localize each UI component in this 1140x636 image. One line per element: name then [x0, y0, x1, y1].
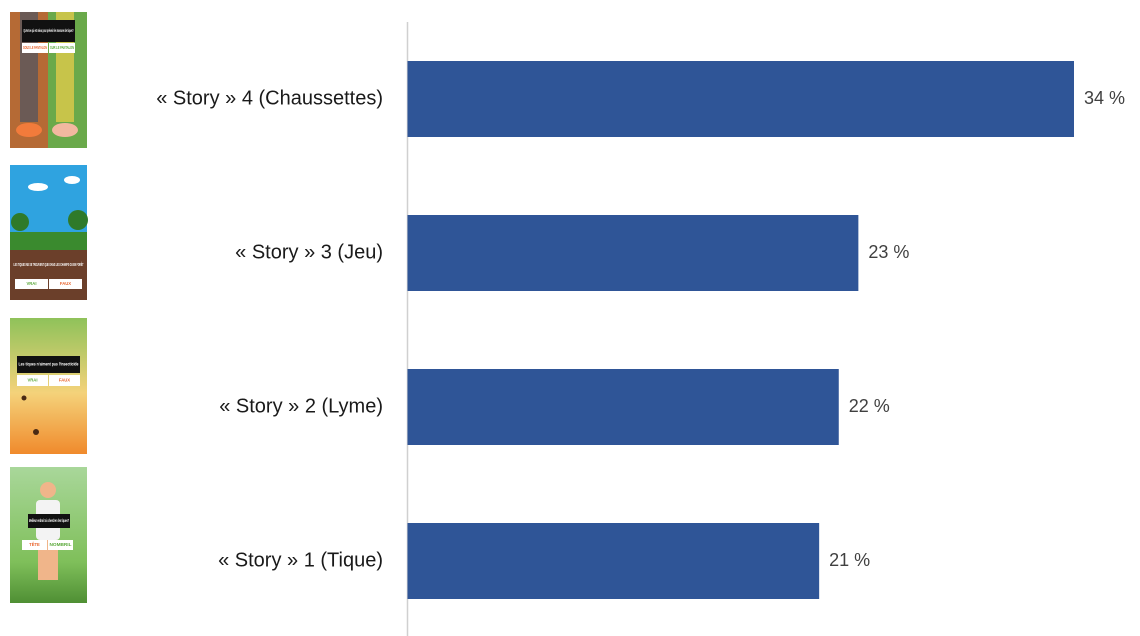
thumbnail: Meilleur endroit où chercher des tiques?…: [10, 467, 87, 603]
thumbnail: Les tiques n'aiment pas l'insecticide VR…: [10, 318, 87, 454]
bar: [407, 61, 1074, 137]
thumbnail-option: TÊTE: [29, 542, 40, 547]
value-label: 22 %: [849, 396, 890, 416]
thumbnail-option: SOUS LE PANTALON: [23, 45, 47, 50]
thumbnail-question: Qu'est-ce qui est mieux pour prévenir le…: [24, 28, 74, 33]
category-label: « Story » 4 (Chaussettes): [156, 87, 383, 109]
value-label: 23 %: [868, 242, 909, 262]
thumbnail-option: VRAI: [26, 281, 36, 286]
thumbnail-option: FAUX: [60, 281, 71, 286]
value-label: 21 %: [829, 550, 870, 570]
bar: [407, 523, 820, 599]
value-label: 34 %: [1084, 88, 1125, 108]
thumbnail-question: Les tiques n'aiment pas l'insecticide: [19, 362, 79, 367]
thumbnail-option: FAUX: [59, 378, 70, 383]
thumbnail-option: VRAI: [27, 378, 37, 383]
thumbnail: Qu'est-ce qui est mieux pour prévenir le…: [10, 12, 87, 148]
thumbnail-option: NOMBRIL: [50, 542, 72, 547]
category-label: « Story » 2 (Lyme): [219, 395, 383, 417]
thumbnail-question: LES TIQUES NE SE TROUVENT QUE DANS LES C…: [14, 260, 84, 267]
category-label: « Story » 3 (Jeu): [235, 241, 383, 263]
category-label: « Story » 1 (Tique): [218, 549, 383, 571]
thumbnail: LES TIQUES NE SE TROUVENT QUE DANS LES C…: [10, 165, 88, 300]
thumbnail-question: Meilleur endroit où chercher des tiques?: [29, 518, 69, 523]
bar: [407, 215, 859, 291]
thumbnail-option: SUR LE PANTALON: [50, 45, 74, 50]
bar: [407, 369, 839, 445]
